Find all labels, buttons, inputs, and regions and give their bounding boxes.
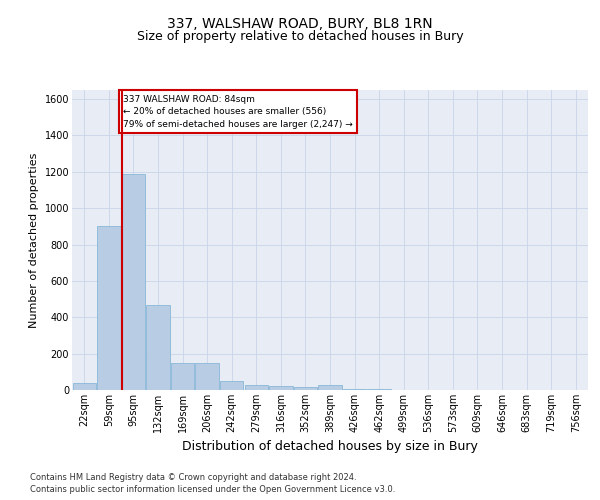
Text: Contains HM Land Registry data © Crown copyright and database right 2024.: Contains HM Land Registry data © Crown c… <box>30 474 356 482</box>
Bar <box>146 304 170 390</box>
Bar <box>122 174 145 390</box>
Text: Size of property relative to detached houses in Bury: Size of property relative to detached ho… <box>137 30 463 43</box>
Bar <box>269 386 293 390</box>
Bar <box>73 382 96 390</box>
Bar <box>220 381 244 390</box>
X-axis label: Distribution of detached houses by size in Bury: Distribution of detached houses by size … <box>182 440 478 454</box>
Text: 337 WALSHAW ROAD: 84sqm
← 20% of detached houses are smaller (556)
79% of semi-d: 337 WALSHAW ROAD: 84sqm ← 20% of detache… <box>123 95 353 129</box>
Text: Contains public sector information licensed under the Open Government Licence v3: Contains public sector information licen… <box>30 485 395 494</box>
Bar <box>343 389 366 390</box>
Bar <box>294 388 317 390</box>
Bar <box>196 362 219 390</box>
Bar <box>97 226 121 390</box>
Bar <box>245 386 268 390</box>
Bar <box>171 362 194 390</box>
Text: 337, WALSHAW ROAD, BURY, BL8 1RN: 337, WALSHAW ROAD, BURY, BL8 1RN <box>167 18 433 32</box>
Bar <box>319 386 341 390</box>
Y-axis label: Number of detached properties: Number of detached properties <box>29 152 39 328</box>
Bar <box>367 389 391 390</box>
